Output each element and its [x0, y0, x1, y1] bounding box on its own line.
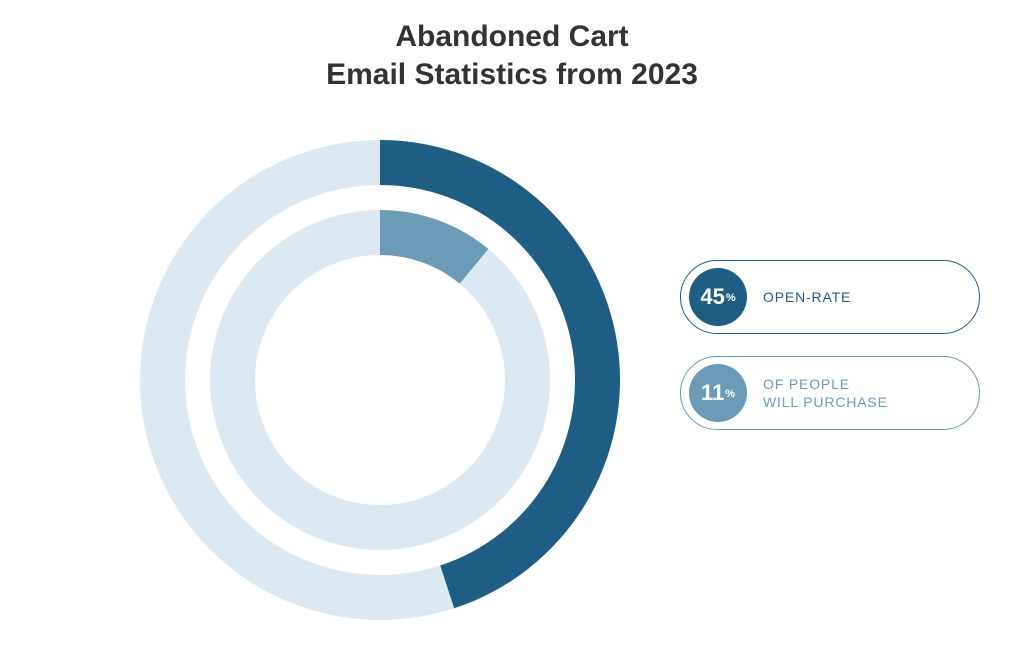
legend-value: 11	[701, 382, 724, 404]
legend-unit: %	[725, 389, 735, 400]
ring-track-inner	[210, 210, 550, 550]
legend-badge: 45%	[689, 268, 747, 326]
radial-donut-chart	[130, 130, 630, 630]
legend-unit: %	[726, 293, 736, 304]
legend-item-purchase: 11% OF PEOPLEWILL PURCHASE	[680, 356, 980, 430]
chart-title-line2: Email Statistics from 2023	[326, 58, 698, 91]
chart-title: Abandoned Cart Email Statistics from 202…	[0, 0, 1024, 93]
legend-value: 45	[700, 286, 724, 308]
legend-label: OF PEOPLEWILL PURCHASE	[763, 375, 888, 411]
chart-title-line1: Abandoned Cart	[395, 20, 628, 53]
chart-legend: 45% OPEN-RATE 11% OF PEOPLEWILL PURCHASE	[680, 260, 980, 430]
legend-label: OPEN-RATE	[763, 288, 851, 306]
legend-item-open-rate: 45% OPEN-RATE	[680, 260, 980, 334]
legend-badge: 11%	[689, 364, 747, 422]
